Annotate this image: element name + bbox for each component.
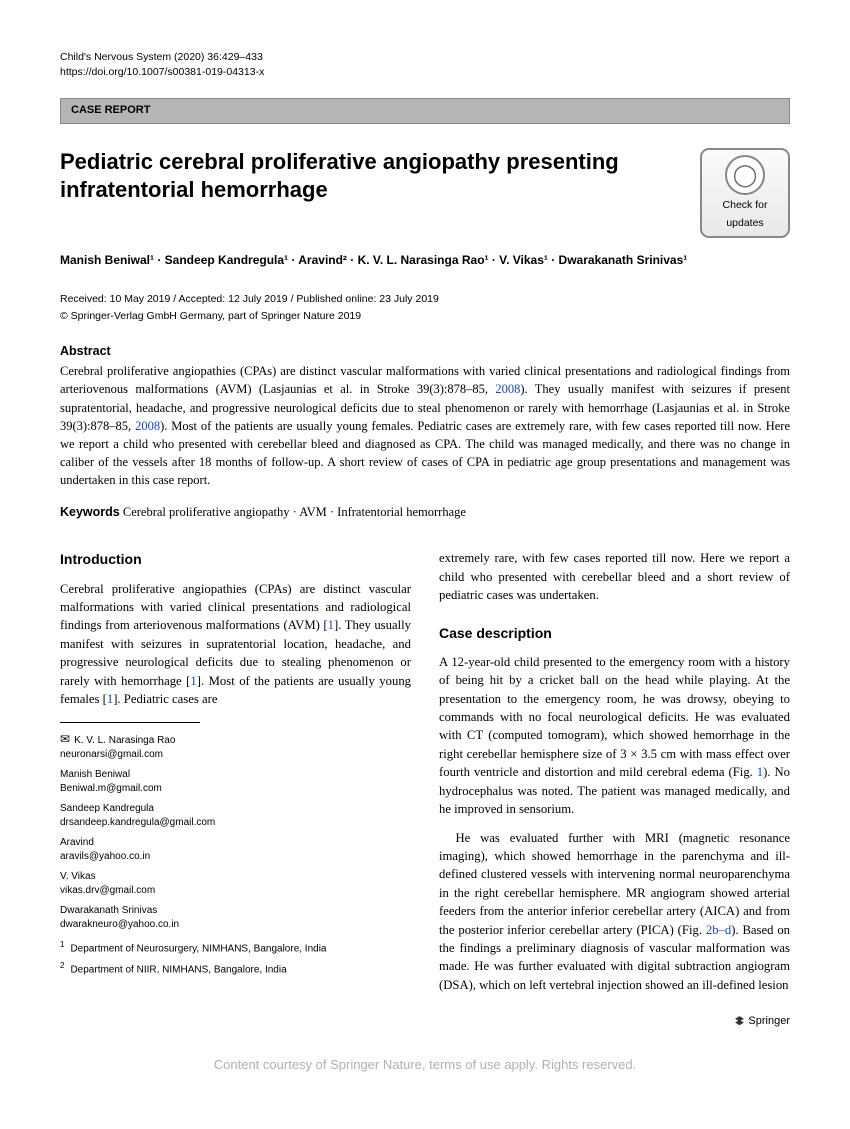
correspondence-person: Aravind aravils@yahoo.co.in — [60, 836, 411, 863]
person-email[interactable]: Beniwal.m@gmail.com — [60, 783, 162, 794]
person-email[interactable]: neuronarsi@gmail.com — [60, 749, 163, 760]
crossmark-icon: ◯ — [725, 155, 765, 195]
ref-link[interactable]: 2008 — [495, 382, 520, 396]
person-name: Manish Beniwal — [60, 769, 130, 780]
person-name: V. Vikas — [60, 871, 96, 882]
doi-link[interactable]: https://doi.org/10.1007/s00381-019-04313… — [60, 65, 790, 80]
meta-header: Child's Nervous System (2020) 36:429–433… — [60, 50, 790, 80]
author-list: Manish Beniwal¹ · Sandeep Kandregula¹ · … — [60, 252, 790, 269]
person-name: Dwarakanath Srinivas — [60, 905, 157, 916]
left-column: Introduction Cerebral proliferative angi… — [60, 549, 411, 1030]
check-line1: Check for — [723, 198, 768, 213]
person-email[interactable]: dwarakneuro@yahoo.co.in — [60, 919, 179, 930]
person-email[interactable]: aravils@yahoo.co.in — [60, 851, 150, 862]
check-line2: updates — [726, 216, 763, 231]
affiliations: 1Department of Neurosurgery, NIMHANS, Ba… — [60, 939, 411, 978]
journal-citation: Child's Nervous System (2020) 36:429–433 — [60, 50, 790, 65]
affiliation: 1Department of Neurosurgery, NIMHANS, Ba… — [60, 939, 411, 957]
correspondence-person: Manish Beniwal Beniwal.m@gmail.com — [60, 768, 411, 795]
intro-paragraph: Cerebral proliferative angiopathies (CPA… — [60, 580, 411, 709]
article-title: Pediatric cerebral proliferative angiopa… — [60, 148, 620, 203]
person-name: Sandeep Kandregula — [60, 803, 154, 814]
springer-icon — [733, 1015, 746, 1028]
correspondence-person: Sandeep Kandregula drsandeep.kandregula@g… — [60, 802, 411, 829]
person-name: Aravind — [60, 837, 94, 848]
abstract-text: Cerebral proliferative angiopathies (CPA… — [60, 362, 790, 489]
abstract-label: Abstract — [60, 342, 790, 360]
footer-note: Content courtesy of Springer Nature, ter… — [60, 1056, 790, 1075]
case-paragraph-2: He was evaluated further with MRI (magne… — [439, 829, 790, 995]
keywords: Keywords Cerebral proliferative angiopat… — [60, 503, 790, 521]
intro-continued: extremely rare, with few cases reported … — [439, 549, 790, 604]
copyright: © Springer-Verlag GmbH Germany, part of … — [60, 309, 790, 324]
envelope-icon: ✉ — [60, 732, 70, 746]
check-updates-badge[interactable]: ◯ Check for updates — [700, 148, 790, 238]
section-introduction: Introduction — [60, 549, 411, 569]
person-name: K. V. L. Narasinga Rao — [74, 735, 175, 746]
correspondence-person: V. Vikas vikas.drv@gmail.com — [60, 870, 411, 897]
right-column: extremely rare, with few cases reported … — [439, 549, 790, 1030]
section-case: Case description — [439, 623, 790, 643]
person-email[interactable]: vikas.drv@gmail.com — [60, 885, 155, 896]
two-column-body: Introduction Cerebral proliferative angi… — [60, 549, 790, 1030]
ref-link[interactable]: 2008 — [135, 419, 160, 433]
publication-dates: Received: 10 May 2019 / Accepted: 12 Jul… — [60, 292, 790, 307]
person-email[interactable]: drsandeep.kandregula@gmail.com — [60, 817, 215, 828]
article-category: CASE REPORT — [60, 98, 790, 124]
affiliation: 2Department of NIIR, NIMHANS, Bangalore,… — [60, 960, 411, 978]
correspondence-person: ✉ K. V. L. Narasinga Rao neuronarsi@gmail.… — [60, 731, 411, 761]
divider — [60, 722, 200, 723]
publisher-mark: Springer — [439, 1014, 790, 1030]
case-paragraph-1: A 12-year-old child presented to the eme… — [439, 653, 790, 819]
correspondence-block: ✉ K. V. L. Narasinga Rao neuronarsi@gmail.… — [60, 731, 411, 931]
correspondence-person: Dwarakanath Srinivas dwarakneuro@yahoo.co… — [60, 904, 411, 931]
fig-link[interactable]: 2b–d — [706, 923, 731, 937]
